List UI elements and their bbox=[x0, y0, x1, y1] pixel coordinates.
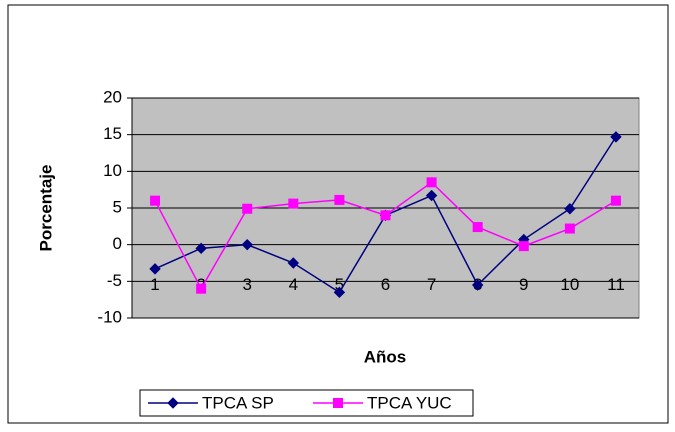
marker bbox=[334, 194, 345, 205]
x-tick-label: 9 bbox=[519, 275, 528, 294]
x-axis-label: Años bbox=[364, 347, 407, 366]
x-tick-label: 6 bbox=[381, 275, 390, 294]
marker bbox=[471, 279, 484, 291]
y-tick-label: 15 bbox=[103, 124, 122, 143]
x-tick-label: 3 bbox=[242, 275, 251, 294]
x-tick-label: 11 bbox=[607, 275, 625, 294]
y-tick-label: -10 bbox=[97, 307, 122, 326]
marker bbox=[195, 242, 207, 255]
x-tick-label: 4 bbox=[289, 275, 298, 294]
x-tick-label: 1 bbox=[150, 275, 159, 294]
marker bbox=[287, 257, 300, 269]
marker bbox=[426, 177, 437, 188]
x-tick-label: 5 bbox=[335, 275, 344, 294]
marker bbox=[564, 203, 576, 215]
y-tick-label: 10 bbox=[103, 161, 122, 180]
marker bbox=[610, 131, 622, 143]
marker bbox=[167, 397, 179, 409]
y-tick-label: -5 bbox=[107, 271, 122, 290]
marker bbox=[564, 223, 575, 234]
marker bbox=[150, 195, 161, 206]
x-tick-label: 10 bbox=[560, 275, 579, 294]
y-tick-label: 0 bbox=[113, 234, 122, 253]
marker bbox=[333, 286, 346, 299]
legend-label: TPCA SP bbox=[202, 393, 274, 412]
x-tick-label: 7 bbox=[427, 275, 436, 294]
marker bbox=[288, 198, 299, 209]
marker bbox=[472, 222, 483, 233]
marker bbox=[149, 263, 161, 275]
marker bbox=[610, 195, 621, 206]
marker bbox=[196, 283, 207, 294]
legend-label: TPCA YUC bbox=[367, 393, 452, 412]
marker bbox=[425, 189, 438, 202]
y-tick-label: 20 bbox=[103, 87, 122, 106]
marker bbox=[380, 210, 391, 221]
y-tick-label: 5 bbox=[113, 197, 122, 216]
marker bbox=[518, 241, 529, 252]
y-axis-label: Porcentaje bbox=[36, 165, 55, 252]
marker bbox=[242, 203, 253, 214]
marker bbox=[333, 398, 343, 408]
marker bbox=[241, 238, 253, 251]
